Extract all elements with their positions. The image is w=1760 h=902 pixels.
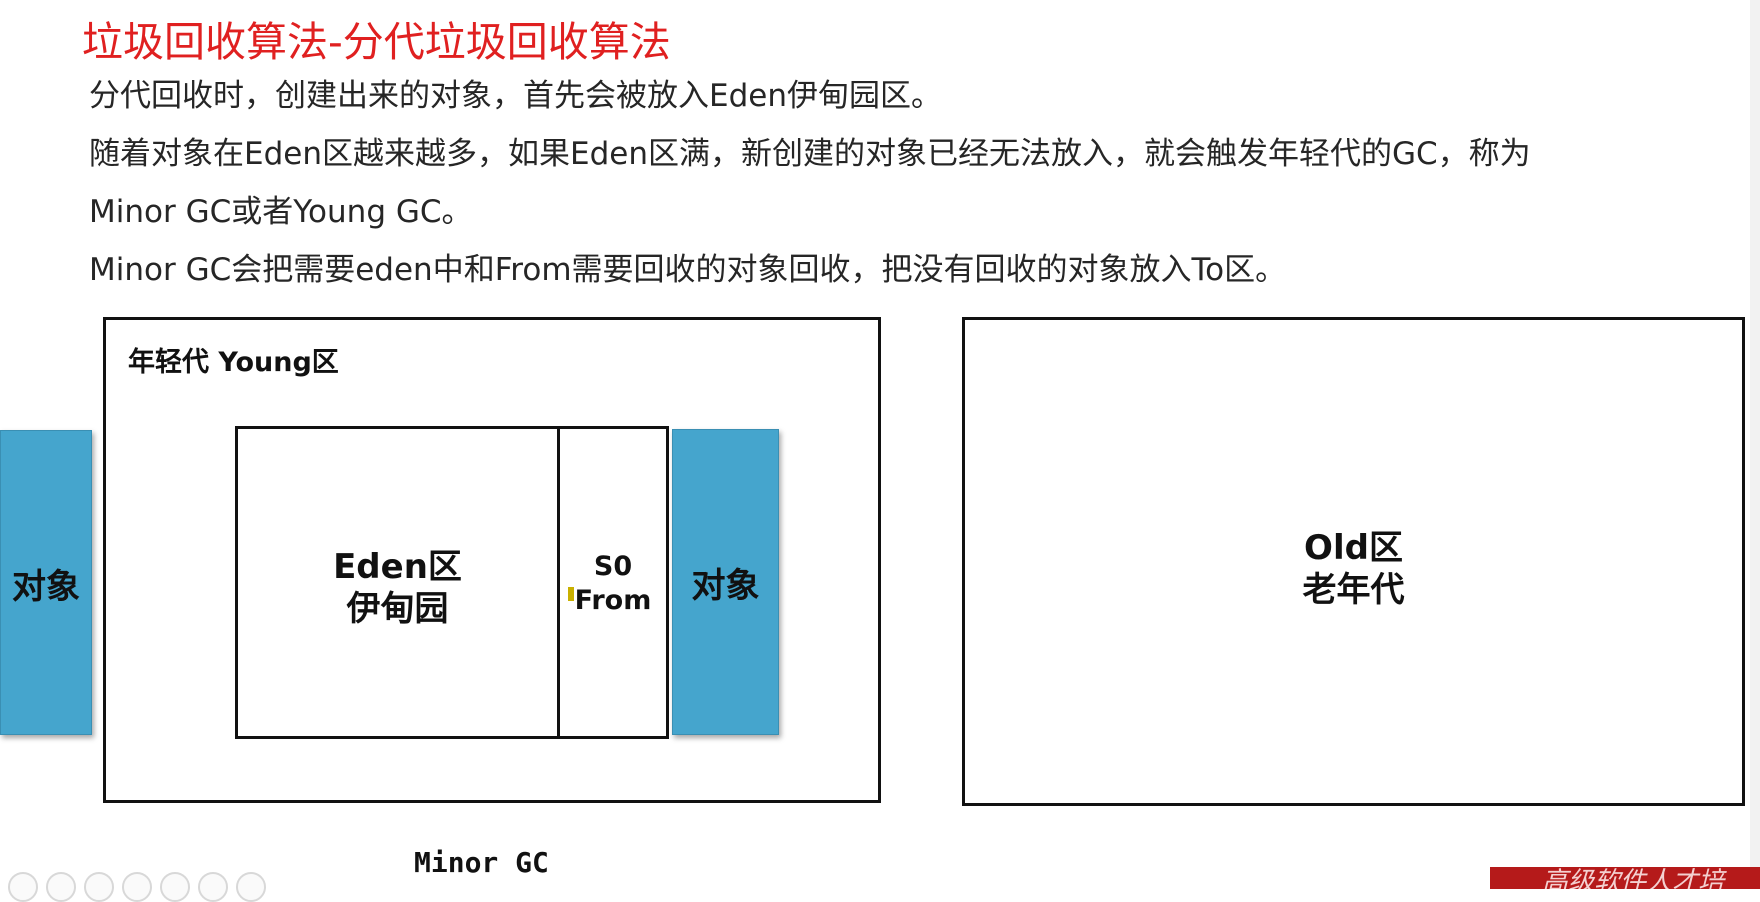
paragraph-3: Minor GC或者Young GC。 [89,194,473,230]
window-edge [1750,0,1760,889]
more-options-icon[interactable] [236,872,266,902]
object-right-label: 对象 [691,566,760,606]
presentation-toolbar [8,872,266,902]
pen-icon[interactable] [46,872,76,902]
eden-sublabel: 伊甸园 [346,589,449,629]
watermark-text: 高级软件人才培 [1542,867,1725,889]
paragraph-4: Minor GC会把需要eden中和From需要回收的对象回收，把没有回收的对象… [89,252,1287,288]
object-left-label: 对象 [12,567,80,607]
zoom-icon[interactable] [122,872,152,902]
eden-label: Eden区 [333,547,462,587]
old-sublabel: 老年代 [1302,570,1405,610]
paragraph-2: 随着对象在Eden区越来越多，如果Eden区满，新创建的对象已经无法放入，就会触… [89,136,1531,172]
young-generation-label: 年轻代 Young区 [128,347,339,378]
object-block-left: 对象 [0,430,92,735]
watermark-banner: 高级软件人才培 [1490,867,1760,889]
from-label: From [574,585,652,616]
prev-slide-icon[interactable] [8,872,38,902]
object-block-right: 对象 [672,429,779,735]
s0-label: S0 [593,551,633,582]
old-generation-box: Old区 老年代 [962,317,1745,806]
minor-gc-caption: Minor GC [414,846,549,879]
subtitle-icon[interactable] [160,872,190,902]
eden-box: Eden区 伊甸园 [235,426,560,739]
slide-title: 垃圾回收算法-分代垃圾回收算法 [82,18,671,66]
laser-icon[interactable] [198,872,228,902]
paragraph-1: 分代回收时，创建出来的对象，首先会被放入Eden伊甸园区。 [89,78,942,114]
s0-from-box: S0 From [557,426,669,739]
old-label: Old区 [1304,528,1403,568]
slides-grid-icon[interactable] [84,872,114,902]
text-cursor-icon [568,587,574,601]
